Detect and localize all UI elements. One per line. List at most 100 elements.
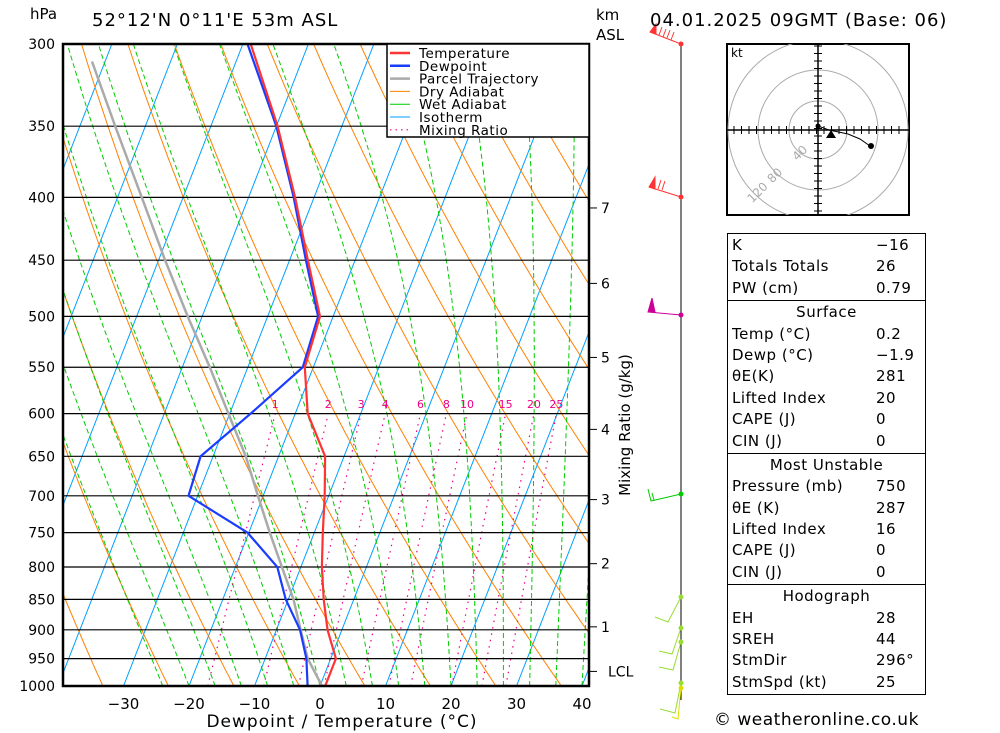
height-unit-label: km ASL: [596, 5, 624, 45]
copyright-link[interactable]: © weatheronline.co.uk: [714, 710, 919, 730]
legend-label: Wet Adiabat: [419, 97, 507, 113]
mixing-ratio-label: 20: [527, 398, 541, 411]
height-tick-label: LCL: [608, 664, 634, 680]
temperature-tick-label: −10: [239, 695, 271, 713]
wet-adiabat-line: [399, 44, 478, 686]
stat-label: Dewp (°C): [732, 345, 814, 364]
mixing-ratio-line: [451, 413, 507, 686]
parcel-trajectory-line: [90, 61, 324, 686]
stat-row-k: K −16: [732, 235, 925, 256]
height-tick-label: 2: [601, 557, 610, 573]
temperature-tick-label: −30: [108, 695, 140, 713]
dry-adiabat-line: [63, 592, 104, 686]
wet-adiabat-line: [522, 44, 535, 686]
mixing-ratio-label: 10: [460, 398, 474, 411]
wet-adiabat-line: [132, 44, 347, 686]
stat-label: CIN (J): [732, 562, 783, 581]
section-title: Surface: [796, 303, 857, 322]
wind-barb-400: [648, 175, 684, 200]
stat-value: 16: [876, 520, 897, 539]
asl-label: ASL: [596, 26, 625, 44]
temperature-line: [249, 44, 338, 686]
stat-value: 750: [876, 477, 907, 496]
mixing-ratio-label: 15: [499, 398, 513, 411]
stat-value: 296°: [876, 651, 915, 670]
stat-row: Temp (°C) 0.2: [732, 324, 925, 345]
pressure-unit-label: hPa: [30, 5, 58, 23]
pressure-tick-label: 450: [28, 253, 55, 269]
dry-adiabat-line: [359, 44, 589, 457]
wet-adiabat-line: [63, 122, 269, 686]
stat-label: CAPE (J): [732, 410, 797, 429]
pressure-tick-label: 750: [28, 526, 55, 542]
stat-row: CAPE (J) 0: [732, 540, 925, 561]
isotherm-line: [188, 44, 440, 686]
stat-row: Lifted Index 20: [732, 388, 925, 409]
storm-motion-marker: [826, 130, 836, 138]
mixing-ratio-label: 4: [382, 398, 389, 411]
x-axis-title: Dewpoint / Temperature (°C): [206, 712, 477, 732]
pressure-tick-label: 900: [28, 623, 55, 639]
pressure-tick-label: 950: [28, 652, 55, 668]
dry-adiabat-line: [406, 44, 589, 371]
stat-value: 26: [876, 257, 897, 276]
stat-label: StmSpd (kt): [732, 672, 828, 691]
isotherm-line: [385, 162, 589, 686]
stat-label: Pressure (mb): [732, 477, 844, 496]
dewpoint-line: [187, 44, 320, 686]
section-title: Most Unstable: [769, 455, 884, 474]
hodograph-unit: kt: [731, 46, 743, 60]
stat-value: 281: [876, 367, 907, 386]
pressure-tick-label: 850: [28, 592, 55, 608]
height-tick-label: 6: [601, 276, 610, 292]
stat-row: CAPE (J) 0: [732, 409, 925, 430]
mixing-ratio-label: 1: [272, 398, 279, 411]
legend-label: Parcel Trajectory: [419, 72, 539, 88]
stat-label: Temp (°C): [732, 324, 811, 343]
datetime-title: 04.01.2025 09GMT (Base: 06): [650, 10, 948, 31]
wind-barb-700: [647, 488, 684, 502]
wind-barb-850: [654, 594, 684, 714]
stat-value: 287: [876, 498, 907, 517]
wet-adiabat-line: [63, 433, 164, 686]
temperature-tick-label: 30: [507, 695, 526, 713]
wet-adiabat-line: [63, 208, 242, 686]
legend-label: Temperature: [418, 46, 510, 62]
mixing-ratio-line: [505, 413, 557, 686]
location-title: 52°12'N 0°11'E 53m ASL: [92, 10, 339, 31]
wet-adiabat-line: [464, 44, 504, 686]
isotherm-line: [516, 498, 589, 686]
stat-row: EH 28: [732, 608, 925, 629]
mixing-ratio-line: [481, 413, 535, 686]
isotherm-line: [63, 44, 178, 339]
dry-adiabat-line: [452, 44, 589, 286]
mixing-ratio-line: [388, 413, 447, 686]
isotherm-line: [123, 44, 375, 686]
wet-adiabat-line: [555, 44, 575, 686]
pressure-tick-label: 350: [28, 119, 55, 135]
temperature-tick-label: 20: [441, 695, 460, 713]
legend-label: Isotherm: [419, 110, 483, 126]
stat-label: StmDir: [732, 651, 787, 670]
mixing-ratio-label: 6: [417, 398, 424, 411]
stat-label: Totals Totals: [732, 257, 829, 276]
stat-label: CIN (J): [732, 431, 783, 450]
sounding-profiles: [90, 44, 338, 686]
pressure-tick-label: 500: [28, 309, 55, 325]
hodograph-trace: [817, 125, 871, 147]
stat-row: θE (K) 287: [732, 498, 925, 519]
mixing-ratio-label: 25: [549, 398, 563, 411]
stat-label: θE(K): [732, 367, 775, 386]
pressure-tick-label: 300: [28, 37, 55, 53]
hodograph: kt 40 80 120: [726, 43, 910, 216]
height-tick-label: 5: [601, 350, 610, 366]
temperature-tick-label: 10: [376, 695, 395, 713]
height-tick-label: 4: [601, 422, 610, 438]
legend-label: Dry Adiabat: [419, 84, 504, 100]
stat-row: SREH 44: [732, 629, 925, 650]
wind-profile: [647, 22, 684, 720]
stat-row: StmSpd (kt) 25: [732, 672, 925, 693]
mixing-ratio-line: [360, 413, 422, 686]
